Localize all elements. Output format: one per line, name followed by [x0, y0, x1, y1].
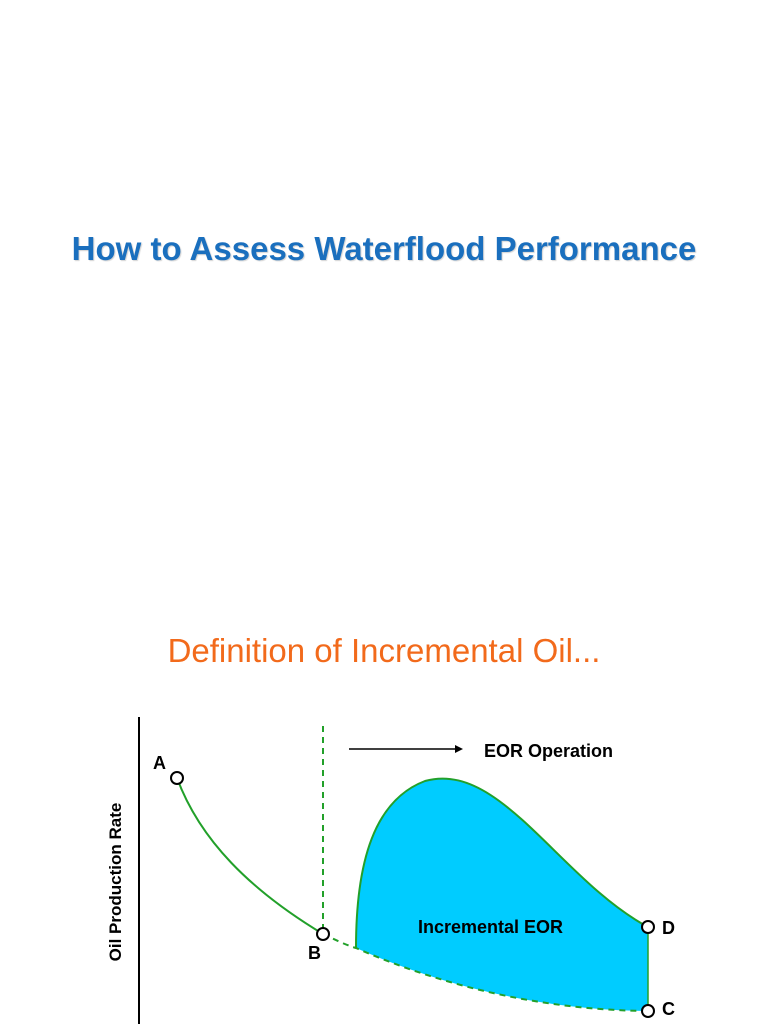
incremental-eor-label: Incremental EOR	[418, 917, 563, 937]
decline-curve-a-b	[176, 777, 324, 935]
point-b-label: B	[308, 943, 321, 963]
slide-title: How to Assess Waterflood Performance	[71, 230, 697, 267]
point-a-marker	[170, 771, 184, 785]
incremental-eor-area	[356, 778, 648, 1011]
point-c-label: C	[662, 999, 675, 1019]
eor-response-curve	[355, 777, 649, 949]
eor-arrow-head	[455, 745, 463, 753]
incremental-oil-diagram: Oil Production Rate EOR Operation Increm…	[106, 717, 675, 1024]
eor-operation-label: EOR Operation	[484, 741, 613, 761]
point-a-label: A	[153, 753, 166, 773]
section-title: Definition of Incremental Oil...	[167, 632, 601, 669]
y-axis-label: Oil Production Rate	[106, 803, 125, 962]
baseline-decline-dashed	[322, 933, 649, 1012]
point-d-label: D	[662, 918, 675, 938]
point-c-marker	[641, 1004, 655, 1018]
point-d-marker	[641, 920, 655, 934]
point-b-marker	[316, 927, 330, 941]
